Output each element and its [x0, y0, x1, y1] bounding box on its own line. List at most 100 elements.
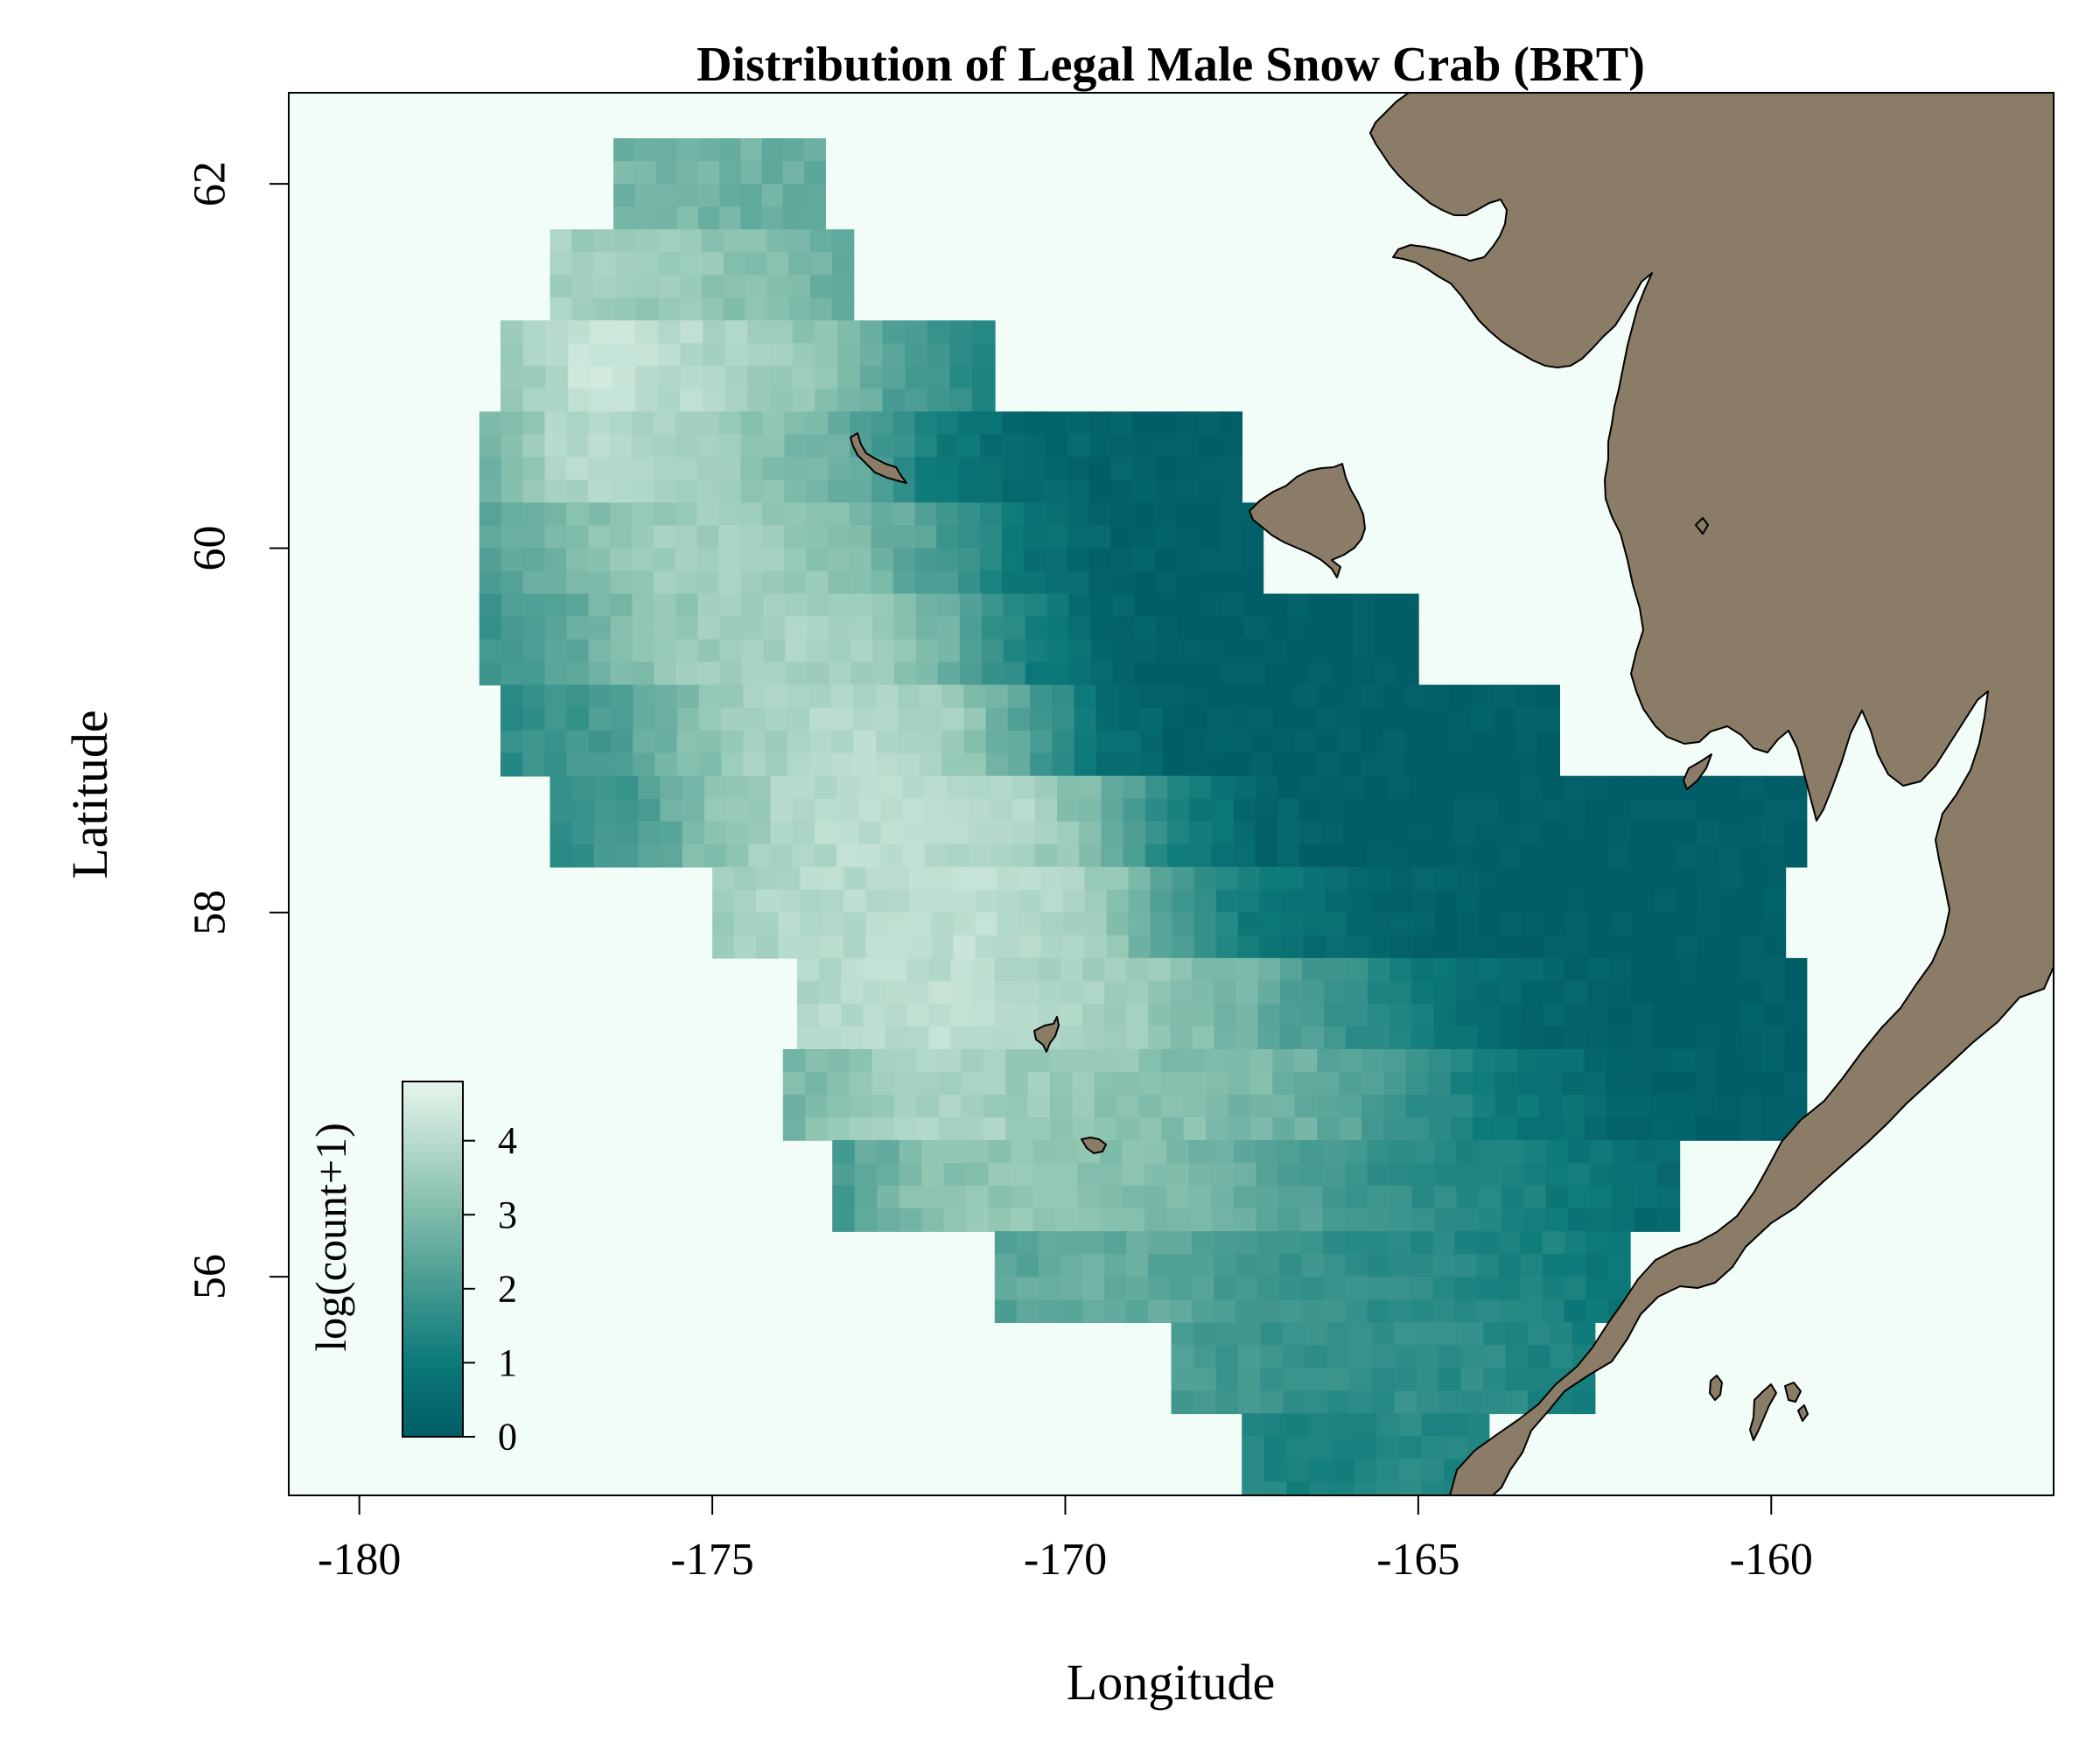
heatmap-cell [1183, 1095, 1207, 1118]
heatmap-cell [804, 161, 826, 185]
heatmap-cell [1144, 821, 1168, 845]
heatmap-cell [1322, 1186, 1346, 1209]
heatmap-cell [887, 889, 911, 914]
heatmap-cell [500, 525, 524, 550]
heatmap-cell [1074, 707, 1097, 732]
heatmap-cell [571, 775, 595, 800]
heatmap-cell [850, 1117, 873, 1141]
heatmap-cell [522, 730, 546, 754]
x-axis-label: Longitude [1067, 1654, 1275, 1711]
heatmap-cell [1498, 1254, 1522, 1278]
heatmap-cell [761, 184, 784, 207]
heatmap-cell [947, 821, 970, 845]
heatmap-cell [980, 434, 1004, 458]
heatmap-cell [1676, 866, 1699, 891]
heatmap-cell [981, 593, 1004, 618]
heatmap-cell [500, 616, 524, 640]
heatmap-cell [571, 844, 595, 868]
heatmap-cell [1003, 616, 1026, 640]
heatmap-cell [1523, 1140, 1547, 1164]
heatmap-cell [1497, 821, 1521, 845]
heatmap-cell [1566, 934, 1589, 959]
heatmap-cell [1027, 1049, 1051, 1073]
heatmap-cell [1067, 502, 1090, 527]
heatmap-cell [1367, 1163, 1390, 1186]
heatmap-cell [1390, 1140, 1413, 1164]
heatmap-cell [953, 889, 976, 914]
heatmap-cell [1416, 1322, 1440, 1346]
heatmap-cell [719, 593, 743, 618]
heatmap-cell [1610, 912, 1633, 936]
heatmap-cell [1719, 866, 1743, 891]
heatmap-cell [815, 366, 838, 390]
heatmap-cell [1211, 1208, 1235, 1232]
heatmap-cell [1237, 934, 1261, 959]
heatmap-cell [544, 662, 568, 686]
heatmap-cell [1272, 684, 1296, 709]
heatmap-cell [1390, 912, 1414, 936]
heatmap-cell [702, 252, 724, 276]
heatmap-cell [1215, 889, 1239, 914]
heatmap-cell [1411, 1163, 1435, 1186]
heatmap-cell [800, 889, 822, 914]
heatmap-cell [660, 844, 683, 868]
heatmap-cell [871, 525, 894, 550]
heatmap-cell [1676, 889, 1699, 914]
heatmap-cell [1118, 730, 1141, 754]
heatmap-cell [1367, 1186, 1390, 1209]
heatmap-cell [1520, 798, 1544, 822]
heatmap-cell [1233, 1208, 1257, 1232]
heatmap-cell [696, 548, 720, 572]
heatmap-cell [1427, 752, 1450, 777]
heatmap-cell [1303, 866, 1326, 891]
heatmap-cell [1564, 1299, 1587, 1323]
heatmap-cell [610, 593, 634, 618]
heatmap-cell [1122, 1140, 1145, 1164]
heatmap-cell [696, 525, 720, 550]
heatmap-cell [1656, 1140, 1681, 1164]
heatmap-cell [1719, 912, 1743, 936]
heatmap-cell [1607, 798, 1631, 822]
heatmap-cell [990, 844, 1014, 868]
heatmap-cell [1011, 1186, 1034, 1209]
heatmap-cell [1343, 798, 1367, 822]
heatmap-cell [721, 684, 745, 709]
heatmap-cell [1457, 912, 1480, 936]
st-matthew-island [850, 432, 907, 484]
heatmap-cell [928, 1003, 952, 1027]
heatmap-cell [1055, 1163, 1079, 1186]
heatmap-cell [792, 821, 816, 845]
heatmap-cell [657, 388, 682, 413]
heatmap-cell [1718, 821, 1741, 845]
heatmap-cell [1156, 639, 1180, 663]
heatmap-cell [1272, 1072, 1296, 1096]
heatmap-cell [696, 570, 720, 595]
heatmap-cell [1740, 798, 1763, 822]
heatmap-cell [1236, 957, 1259, 982]
heatmap-cell [654, 480, 676, 504]
heatmap-cell [633, 684, 656, 709]
heatmap-cell [740, 411, 764, 436]
heatmap-cell [766, 298, 789, 321]
heatmap-cell [1476, 1277, 1500, 1300]
heatmap-cell [1544, 889, 1567, 914]
heatmap-cell [1265, 616, 1288, 640]
heatmap-cell [1434, 1163, 1458, 1186]
heatmap-cell [782, 1049, 806, 1073]
heatmap-cell [1471, 684, 1494, 709]
heatmap-cell [1586, 821, 1609, 845]
heatmap-cell [1396, 662, 1419, 686]
heatmap-cell [892, 480, 916, 504]
heatmap-cell [980, 525, 1003, 550]
heatmap-cell [1156, 593, 1180, 618]
heatmap-cell [1104, 1003, 1127, 1027]
heatmap-cell [680, 388, 704, 413]
heatmap-cell [1483, 1322, 1507, 1346]
heatmap-cell [858, 775, 882, 800]
colorbar-tick-label: 4 [498, 1119, 517, 1162]
heatmap-cell [1322, 1208, 1346, 1232]
heatmap-cell [1322, 1163, 1346, 1186]
heatmap-cell [1353, 616, 1376, 640]
heatmap-cell [921, 1163, 945, 1186]
heatmap-cell [1301, 1299, 1325, 1323]
